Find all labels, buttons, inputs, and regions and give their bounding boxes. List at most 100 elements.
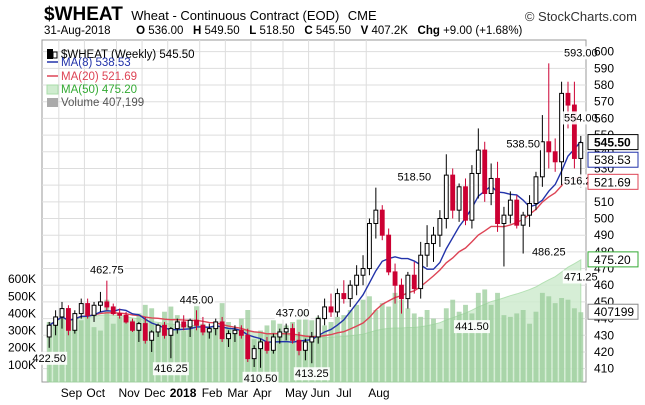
candle-body <box>386 234 392 273</box>
volume-bar <box>373 310 379 382</box>
candle-body <box>136 323 142 331</box>
candle <box>539 115 545 187</box>
volume-bar <box>411 313 417 382</box>
legend-volume: Volume 407,199 <box>47 97 144 109</box>
candle-body <box>379 209 385 236</box>
candle-body <box>533 176 539 204</box>
candle <box>283 323 289 341</box>
candle <box>399 278 404 314</box>
volume-bar <box>238 318 244 382</box>
volume-bar <box>155 330 161 382</box>
candle <box>174 318 180 334</box>
annotation-label: 518.50 <box>397 172 431 184</box>
candle <box>411 261 417 294</box>
candle <box>347 280 353 307</box>
candle <box>130 318 135 332</box>
price-annotation: 416.25 <box>152 362 189 376</box>
candle <box>258 338 263 368</box>
stat-close-label: C <box>304 25 313 37</box>
chart-title: $WHEAT Wheat - Continuous Contract (EOD)… <box>44 4 377 26</box>
candle <box>424 225 430 267</box>
legend-ma20-text: MA(20) 521.69 <box>61 71 137 83</box>
candle-body <box>431 234 436 245</box>
stat-high-label: H <box>193 25 202 37</box>
candle-body <box>373 209 379 225</box>
volume-bar <box>578 312 584 382</box>
volume-bar <box>59 315 65 382</box>
candle-body <box>110 306 116 315</box>
candle <box>443 154 449 229</box>
candle-body <box>85 303 91 316</box>
candle <box>315 315 321 344</box>
volume-bar <box>424 310 430 382</box>
price-annotation: 538.50 <box>505 137 542 151</box>
value-tag-volume: 407199 <box>587 303 639 320</box>
candle <box>72 310 78 334</box>
y-tick-label: 410 <box>594 362 614 376</box>
candle-body <box>437 218 443 236</box>
candle <box>277 328 283 344</box>
candle-body <box>53 316 59 326</box>
candle-body <box>168 328 174 336</box>
candle-body <box>539 141 545 178</box>
candle-body <box>104 301 110 308</box>
candle-body <box>315 318 321 338</box>
volume-bar <box>264 325 270 382</box>
volume-bar <box>136 313 142 382</box>
stat-chg: +9.00 (+1.68%) <box>443 25 523 37</box>
candle <box>232 325 238 342</box>
candle-body <box>232 329 238 335</box>
candle-body <box>91 304 97 316</box>
candle-body <box>552 151 558 163</box>
volume-bar <box>200 323 206 382</box>
value-tag-text: 545.50 <box>594 136 631 150</box>
volume-bar <box>456 311 462 382</box>
candle <box>488 163 494 206</box>
y-tick-label: 590 <box>594 61 614 75</box>
volume-bar <box>405 308 411 382</box>
candle-body <box>290 328 296 341</box>
stats-row: 31-Aug-2018 O 536.00 H 549.50 L 518.50 C… <box>44 25 522 37</box>
candle-body <box>181 321 187 328</box>
volume-bar <box>194 301 199 382</box>
volume-bar <box>475 292 481 382</box>
candle-body <box>565 92 571 106</box>
stat-low-label: L <box>249 25 257 37</box>
candle <box>59 301 65 329</box>
candle <box>559 81 565 186</box>
volume-tick-label: 300K <box>8 324 36 338</box>
candle <box>431 226 436 262</box>
candle-body <box>507 199 513 216</box>
month-label: Oct <box>86 386 105 400</box>
annotation-bg <box>562 111 599 125</box>
contract-name: Wheat - Continuous Contract (EOD) <box>131 8 340 23</box>
annotation-bg <box>562 46 599 60</box>
candle <box>456 183 462 222</box>
candle <box>200 316 206 336</box>
value-tag-box <box>587 303 639 320</box>
candle <box>360 255 366 286</box>
volume-bar <box>463 304 468 382</box>
annotation-bg <box>530 245 567 259</box>
y-tick-label: 430 <box>594 328 614 342</box>
legend-ma50: MA(50) 475.20 <box>46 84 137 96</box>
price-annotation: 445.00 <box>178 293 215 307</box>
y-tick-label: 580 <box>594 78 614 92</box>
candle <box>91 301 97 322</box>
candle-body <box>411 274 417 290</box>
volume-bar <box>514 313 520 382</box>
candle-body <box>405 274 411 300</box>
candle-body <box>206 328 212 333</box>
symbol: $WHEAT <box>44 4 123 25</box>
value-tag-ma50: 475.20 <box>587 251 639 268</box>
volume-bar <box>123 315 129 382</box>
candle <box>482 141 488 202</box>
volume-bar <box>399 299 404 382</box>
candle-body <box>450 174 456 211</box>
volume-bar <box>130 320 135 382</box>
candle-body <box>130 321 135 331</box>
axes: 4104204304404504604704804905005105205305… <box>8 45 639 400</box>
value-tag-box <box>587 173 639 190</box>
candle-body <box>194 319 199 326</box>
